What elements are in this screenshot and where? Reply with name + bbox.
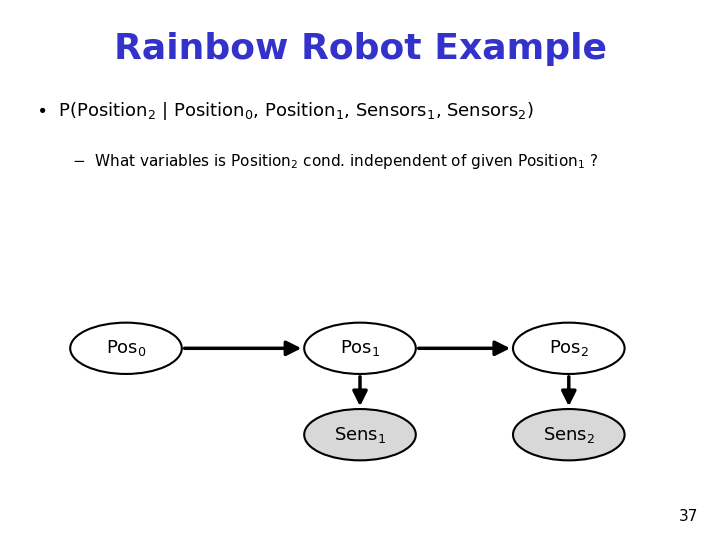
Text: Pos$_0$: Pos$_0$ (106, 338, 146, 359)
Text: Sens$_1$: Sens$_1$ (334, 424, 386, 445)
Ellipse shape (304, 322, 416, 374)
Text: Sens$_2$: Sens$_2$ (543, 424, 595, 445)
Text: Rainbow Robot Example: Rainbow Robot Example (114, 32, 606, 65)
Ellipse shape (513, 409, 625, 460)
Text: Pos$_1$: Pos$_1$ (340, 338, 380, 359)
Ellipse shape (304, 409, 416, 460)
Text: Pos$_2$: Pos$_2$ (549, 338, 589, 359)
Ellipse shape (70, 322, 181, 374)
Text: 37: 37 (679, 509, 698, 524)
Text: $-$  What variables is Position$_2$ cond. independent of given Position$_1$ ?: $-$ What variables is Position$_2$ cond.… (72, 152, 598, 172)
Text: $\bullet$  P(Position$_2$ | Position$_0$, Position$_1$, Sensors$_1$, Sensors$_2$: $\bullet$ P(Position$_2$ | Position$_0$,… (36, 100, 534, 122)
Ellipse shape (513, 322, 625, 374)
